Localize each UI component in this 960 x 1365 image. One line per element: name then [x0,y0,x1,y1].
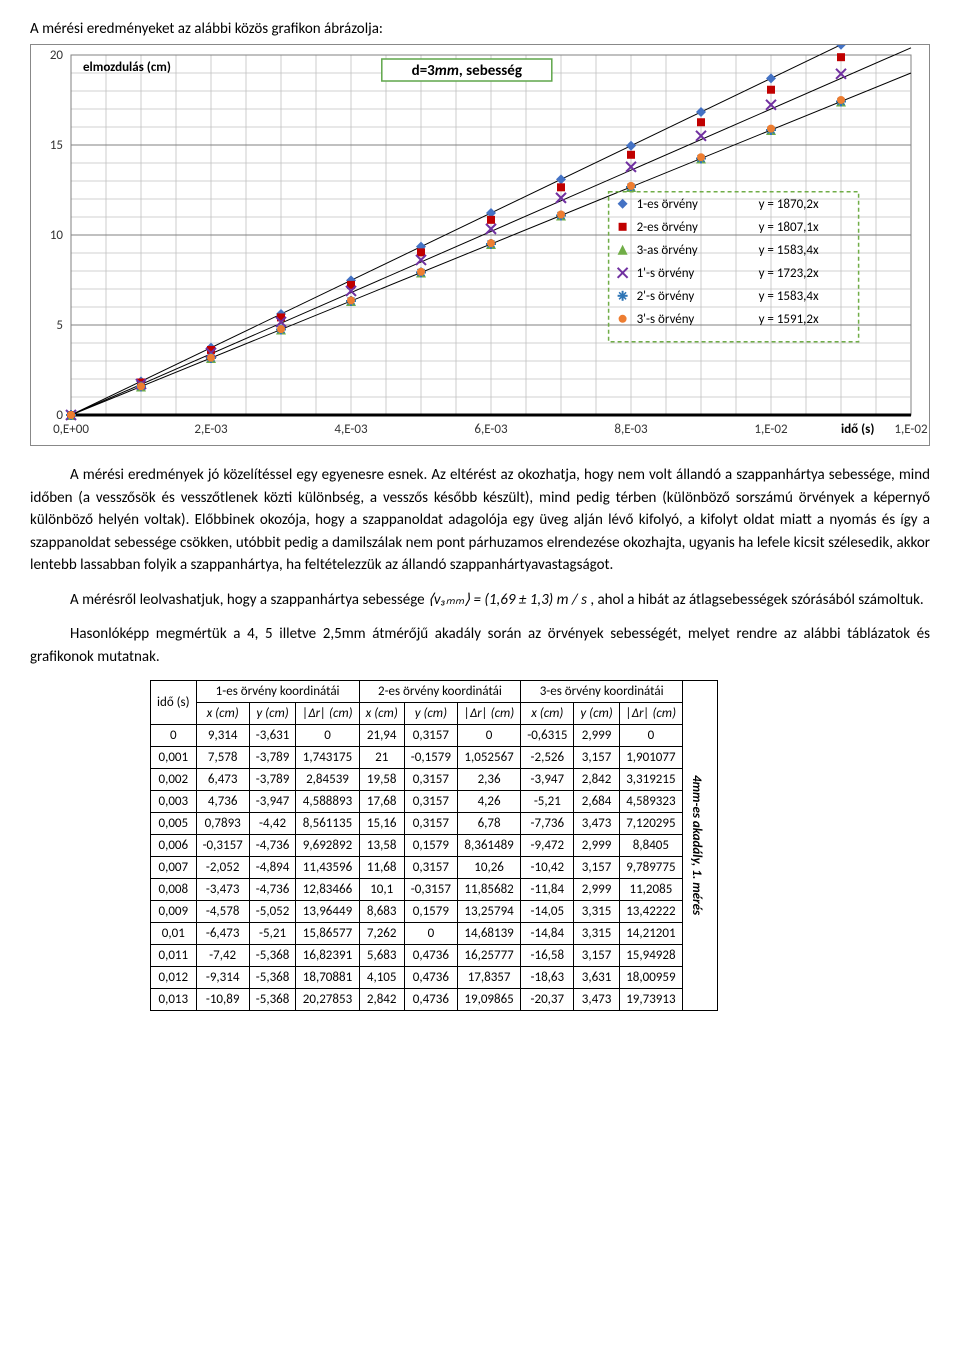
svg-text:2'-s örvény: 2'-s örvény [637,289,695,304]
svg-text:8,E-03: 8,E-03 [614,422,648,437]
svg-text:3'-s örvény: 3'-s örvény [637,312,695,327]
svg-text:5: 5 [56,318,63,333]
svg-text:1,E-02: 1,E-02 [894,422,928,437]
svg-text:0: 0 [56,408,63,423]
svg-text:15: 15 [50,138,63,153]
svg-text:1,E-02: 1,E-02 [754,422,788,437]
para2-b: , ahol a hibát az átlagsebességek szórás… [590,591,923,609]
svg-text:4,E-03: 4,E-03 [334,422,368,437]
paragraph-2: A mérésről leolvashatjuk, hogy a szappan… [30,589,930,612]
para2-a: A mérésről leolvashatjuk, hogy a szappan… [70,591,428,609]
svg-text:2,E-03: 2,E-03 [194,422,228,437]
svg-text:idő (s): idő (s) [841,422,874,437]
svg-text:y = 1723,2x: y = 1723,2x [759,266,819,281]
svg-text:10: 10 [50,228,64,243]
svg-text:20: 20 [50,48,64,63]
svg-text:2-es örvény: 2-es örvény [637,220,698,235]
scatter-chart: 0 5 10 15 20 0,E+00 2,E-03 4,E-03 6,E-03 8,E-03 1,… [31,45,931,445]
svg-text:y = 1583,4x: y = 1583,4x [759,289,819,304]
svg-text:1'-s örvény: 1'-s örvény [637,266,695,281]
intro-text: A mérési eredményeket az alábbi közös gr… [30,20,930,38]
measurement-table: idő (s)1-es örvény koordinátái2-es örvén… [150,680,718,1011]
svg-text:1-es örvény: 1-es örvény [637,197,698,212]
paragraph-1: A mérési eredmények jó közelítéssel egy … [30,464,930,577]
svg-text:y = 1870,2x: y = 1870,2x [759,197,819,212]
svg-text:6,E-03: 6,E-03 [474,422,508,437]
svg-text:d=3mm, sebesség: d=3mm, sebesség [412,62,522,80]
svg-text:0,E+00: 0,E+00 [53,422,89,437]
chart-container: 0 5 10 15 20 0,E+00 2,E-03 4,E-03 6,E-03 8,E-03 1,… [30,44,930,446]
svg-text:3-as örvény: 3-as örvény [637,243,698,258]
svg-text:elmozdulás (cm): elmozdulás (cm) [83,60,171,75]
paragraph-3: Hasonlóképp megmértük a 4, 5 illetve 2,5… [30,623,930,668]
svg-text:y = 1591,2x: y = 1591,2x [759,312,819,327]
svg-text:y = 1583,4x: y = 1583,4x [759,243,819,258]
svg-text:y = 1807,1x: y = 1807,1x [759,220,819,235]
velocity-formula: ⟨v₃ₘₘ⟩ = (1,69 ± 1,3) m / s [428,591,587,609]
